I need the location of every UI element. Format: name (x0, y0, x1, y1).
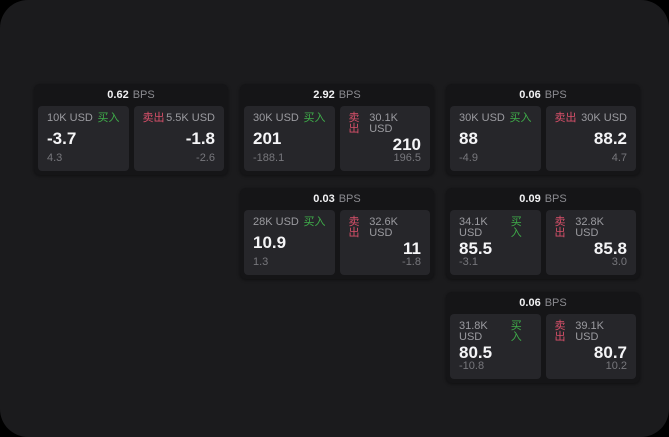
quote-card: 0.03 BPS 28K USD 买入 10.9 1.3 卖出 32.6K US… (240, 188, 434, 279)
buy-price: 88 (459, 129, 478, 148)
buy-delta: 1.3 (253, 256, 269, 268)
sell-price: 80.7 (593, 342, 627, 362)
quote-card: 2.92 BPS 30K USD 买入 201 -188.1 卖出 30.1K … (240, 84, 434, 175)
buy-panel[interactable]: 30K USD 买入 201 -188.1 (244, 106, 335, 171)
sell-amount: 30K USD (581, 112, 627, 124)
buy-price: -3.7 (47, 129, 77, 148)
bps-unit-label: BPS (338, 192, 361, 205)
sell-tag: 卖出 (142, 112, 165, 124)
buy-tag: 买入 (510, 320, 522, 343)
sell-amount: 39.1K USD (575, 320, 604, 343)
sell-price: 85.8 (593, 238, 627, 258)
buy-delta: 4.3 (47, 152, 63, 164)
buy-tag: 买入 (303, 112, 326, 124)
bps-unit-label: BPS (544, 192, 567, 205)
sell-delta: -1.8 (402, 256, 421, 268)
sell-tag: 卖出 (348, 216, 360, 239)
quote-card: 0.62 BPS 10K USD 买入 -3.7 4.3 卖出 5.5K USD… (34, 84, 228, 175)
sell-tag: 卖出 (348, 112, 360, 135)
sell-price: -1.8 (185, 129, 215, 148)
buy-amount: 30K USD (459, 112, 505, 124)
card-body: 30K USD 买入 88 -4.9 卖出 30K USD 88.2 4.7 (446, 106, 640, 175)
sell-panel[interactable]: 卖出 30.1K USD 210 196.5 (339, 106, 430, 171)
buy-tag: 买入 (97, 112, 120, 124)
buy-amount: 34.1K USD (459, 216, 488, 239)
buy-delta: -4.9 (459, 152, 478, 164)
bps-value: 0.06 (519, 88, 541, 101)
sell-panel[interactable]: 卖出 39.1K USD 80.7 10.2 (545, 314, 636, 379)
card-header: 2.92 BPS (240, 84, 434, 106)
buy-tag: 买入 (509, 112, 532, 124)
sell-price: 11 (403, 238, 421, 258)
quote-card: 0.06 BPS 31.8K USD 买入 80.5 -10.8 卖出 39.1… (446, 292, 640, 383)
bps-value: 0.62 (107, 88, 129, 101)
bps-unit-label: BPS (338, 88, 361, 101)
sell-delta: -2.6 (196, 152, 215, 164)
card-body: 10K USD 买入 -3.7 4.3 卖出 5.5K USD -1.8 -2.… (34, 106, 228, 175)
bps-unit-label: BPS (132, 88, 155, 101)
card-body: 31.8K USD 买入 80.5 -10.8 卖出 39.1K USD 80.… (446, 314, 640, 383)
buy-panel[interactable]: 34.1K USD 买入 85.5 -3.1 (450, 210, 541, 275)
card-body: 34.1K USD 买入 85.5 -3.1 卖出 32.8K USD 85.8… (446, 210, 640, 279)
sell-delta: 10.2 (605, 360, 627, 372)
sell-amount: 5.5K USD (166, 112, 215, 124)
buy-price: 10.9 (253, 233, 287, 252)
buy-delta: -10.8 (459, 360, 485, 372)
sell-amount: 30.1K USD (369, 112, 398, 135)
card-body: 30K USD 买入 201 -188.1 卖出 30.1K USD 210 1… (240, 106, 434, 175)
buy-amount: 10K USD (47, 112, 93, 124)
buy-panel[interactable]: 31.8K USD 买入 80.5 -10.8 (450, 314, 541, 379)
buy-amount: 31.8K USD (459, 320, 488, 343)
bps-unit-label: BPS (544, 88, 567, 101)
sell-delta: 4.7 (611, 152, 627, 164)
buy-price: 80.5 (459, 342, 493, 362)
buy-panel[interactable]: 30K USD 买入 88 -4.9 (450, 106, 541, 171)
sell-tag: 卖出 (554, 320, 566, 343)
sell-amount: 32.6K USD (369, 216, 398, 239)
sell-tag: 卖出 (554, 216, 566, 239)
sell-panel[interactable]: 卖出 32.8K USD 85.8 3.0 (545, 210, 636, 275)
sell-price: 210 (392, 134, 421, 154)
card-body: 28K USD 买入 10.9 1.3 卖出 32.6K USD 11 -1.8 (240, 210, 434, 279)
sell-tag: 卖出 (554, 112, 577, 124)
sell-delta: 3.0 (611, 256, 627, 268)
buy-price: 85.5 (459, 238, 493, 258)
buy-tag: 买入 (303, 216, 326, 228)
card-header: 0.06 BPS (446, 292, 640, 314)
buy-delta: -3.1 (459, 256, 478, 268)
sell-panel[interactable]: 卖出 30K USD 88.2 4.7 (545, 106, 636, 171)
buy-delta: -188.1 (253, 152, 285, 164)
bps-value: 0.03 (313, 192, 335, 205)
buy-amount: 30K USD (253, 112, 299, 124)
sell-amount: 32.8K USD (575, 216, 604, 239)
sell-price: 88.2 (593, 129, 627, 148)
quote-card: 0.06 BPS 30K USD 买入 88 -4.9 卖出 30K USD 8… (446, 84, 640, 175)
quote-card: 0.09 BPS 34.1K USD 买入 85.5 -3.1 卖出 32.8K… (446, 188, 640, 279)
sell-panel[interactable]: 卖出 32.6K USD 11 -1.8 (339, 210, 430, 275)
bps-value: 0.09 (519, 192, 541, 205)
buy-panel[interactable]: 28K USD 买入 10.9 1.3 (244, 210, 335, 275)
buy-tag: 买入 (510, 216, 522, 239)
card-header: 0.06 BPS (446, 84, 640, 106)
card-header: 0.09 BPS (446, 188, 640, 210)
card-header: 0.62 BPS (34, 84, 228, 106)
bps-value: 0.06 (519, 296, 541, 309)
buy-amount: 28K USD (253, 216, 299, 228)
card-header: 0.03 BPS (240, 188, 434, 210)
bps-unit-label: BPS (544, 296, 567, 309)
buy-price: 201 (253, 129, 282, 148)
sell-panel[interactable]: 卖出 5.5K USD -1.8 -2.6 (133, 106, 224, 171)
bps-value: 2.92 (313, 88, 335, 101)
sell-delta: 196.5 (393, 152, 421, 164)
buy-panel[interactable]: 10K USD 买入 -3.7 4.3 (38, 106, 129, 171)
